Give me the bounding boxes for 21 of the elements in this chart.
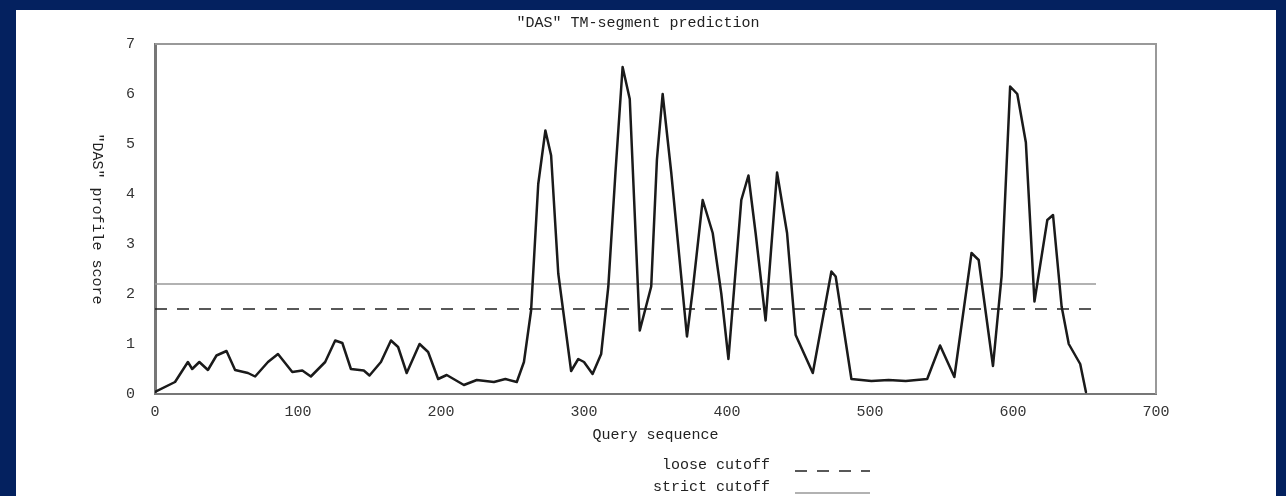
chart-title: "DAS" TM-segment prediction xyxy=(516,14,760,32)
x-axis-title: Query sequence xyxy=(592,426,719,444)
x-tick-label: 100 xyxy=(284,403,312,421)
x-tick-label: 500 xyxy=(856,403,884,421)
x-tick-label: 300 xyxy=(570,403,598,421)
y-tick-label: 7 xyxy=(125,35,135,53)
y-tick-label: 5 xyxy=(125,135,135,153)
x-tick-label: 0 xyxy=(150,403,160,421)
y-tick-label: 0 xyxy=(125,385,135,403)
y-tick-label: 1 xyxy=(125,335,135,353)
x-tick-label: 400 xyxy=(713,403,741,421)
y-tick-label: 2 xyxy=(125,285,135,303)
y-tick-label: 3 xyxy=(125,235,135,253)
legend-label: strict cutoff xyxy=(652,478,770,496)
legend-label: loose cutoff xyxy=(661,456,770,474)
x-tick-label: 200 xyxy=(427,403,455,421)
y-tick-label: 4 xyxy=(125,185,135,203)
x-tick-label: 600 xyxy=(999,403,1027,421)
x-tick-label: 700 xyxy=(1142,403,1170,421)
y-tick-label: 6 xyxy=(125,85,135,103)
y-axis-title: "DAS" profile score xyxy=(88,133,106,305)
